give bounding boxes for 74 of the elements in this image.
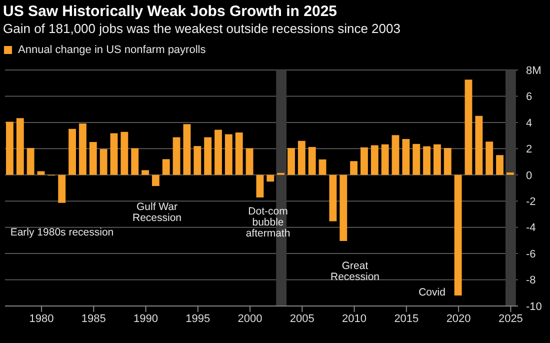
bar (183, 124, 191, 175)
bar (340, 174, 348, 241)
annotation: Gulf War Recession (132, 201, 182, 224)
bar (464, 80, 472, 175)
x-tick-label: 2025 (498, 312, 523, 325)
bar (172, 137, 180, 175)
bar (37, 171, 45, 175)
x-tick-label: 2010 (342, 312, 367, 325)
bar (235, 132, 243, 175)
x-tick-label: 2020 (446, 312, 471, 325)
y-tick-label: -4 (526, 222, 536, 234)
x-tick-label: 1980 (29, 312, 54, 325)
x-tick-label: 1990 (134, 312, 158, 325)
bar (256, 174, 264, 198)
bar (475, 116, 483, 175)
x-tick-label: 2015 (394, 312, 419, 325)
bar (423, 146, 431, 175)
y-tick-label: 6 (526, 91, 532, 104)
bar (194, 146, 202, 175)
y-tick-label: 0 (526, 170, 532, 182)
bar (26, 148, 34, 175)
bar (288, 148, 295, 175)
bar (454, 174, 462, 296)
bar (89, 142, 97, 175)
legend-label: Annual change in US nonfarm payrolls (18, 44, 206, 56)
bar (266, 174, 274, 182)
annotation: Covid (418, 286, 446, 298)
bar (68, 128, 76, 175)
bar (402, 138, 410, 175)
bar (308, 146, 316, 175)
bar (100, 149, 108, 175)
bar (246, 148, 254, 175)
annotation: Dot-com bubble aftermath (246, 206, 290, 240)
bar (434, 144, 441, 175)
bar (204, 137, 212, 175)
bar (392, 135, 400, 175)
bar (214, 130, 222, 175)
bar (120, 132, 128, 175)
bar (131, 148, 139, 175)
bar (58, 174, 66, 203)
annotation: Early 1980s recession (10, 226, 114, 238)
y-tick-label: -10 (526, 300, 542, 313)
bar (16, 118, 24, 175)
bar (370, 145, 378, 175)
bar (162, 159, 170, 175)
bar (298, 140, 306, 175)
bar (381, 144, 389, 175)
x-tick-label: 1995 (186, 312, 210, 325)
x-tick-label: 2000 (238, 312, 262, 325)
bar (142, 170, 149, 175)
bar (329, 174, 337, 222)
bar (486, 142, 494, 175)
bar (444, 148, 452, 175)
x-tick-label: 1985 (81, 312, 106, 325)
bar (6, 122, 14, 175)
bar (224, 134, 232, 175)
bar (78, 123, 86, 175)
bar (152, 174, 160, 186)
y-tick-label: 4 (526, 117, 532, 130)
chart-title: US Saw Historically Weak Jobs Growth in 2025 (2, 2, 338, 20)
bar (110, 133, 118, 175)
bar (412, 144, 420, 175)
bar (496, 155, 504, 175)
bar (360, 147, 368, 175)
bar (318, 159, 326, 175)
y-tick-label: 2 (526, 144, 532, 156)
y-tick-label: 8M (526, 64, 542, 77)
bar (350, 161, 358, 175)
y-tick-label: -8 (526, 274, 536, 287)
y-tick-label: -2 (526, 196, 536, 208)
x-tick-label: 2005 (290, 312, 314, 325)
annotation: Great Recession (330, 260, 380, 283)
chart-subtitle: Gain of 181,000 jobs was the weakest outside recessions since 2003 (2, 20, 402, 38)
y-tick-label: -6 (526, 248, 536, 260)
